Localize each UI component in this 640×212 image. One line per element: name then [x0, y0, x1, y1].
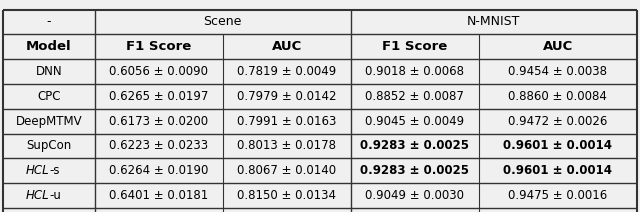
Text: AUC: AUC [271, 40, 302, 53]
Text: 0.9475 ± 0.0016: 0.9475 ± 0.0016 [508, 189, 607, 202]
Text: 0.8860 ± 0.0084: 0.8860 ± 0.0084 [508, 90, 607, 103]
Text: -s: -s [49, 164, 60, 177]
Text: 0.9283 ± 0.0025: 0.9283 ± 0.0025 [360, 164, 469, 177]
Text: -u: -u [49, 189, 61, 202]
Text: Scene: Scene [204, 15, 242, 28]
Text: 0.7979 ± 0.0142: 0.7979 ± 0.0142 [237, 90, 337, 103]
Text: 0.9283 ± 0.0025: 0.9283 ± 0.0025 [360, 139, 469, 152]
Text: N-MNIST: N-MNIST [467, 15, 520, 28]
Text: 0.8852 ± 0.0087: 0.8852 ± 0.0087 [365, 90, 464, 103]
Text: F1 Score: F1 Score [126, 40, 191, 53]
Text: 0.9049 ± 0.0030: 0.9049 ± 0.0030 [365, 189, 464, 202]
Text: 0.6401 ± 0.0181: 0.6401 ± 0.0181 [109, 189, 209, 202]
Text: CPC: CPC [37, 90, 61, 103]
Text: 0.9018 ± 0.0068: 0.9018 ± 0.0068 [365, 65, 464, 78]
Text: HCL: HCL [26, 164, 49, 177]
Text: DeepMTMV: DeepMTMV [15, 115, 83, 128]
Text: 0.6056 ± 0.0090: 0.6056 ± 0.0090 [109, 65, 208, 78]
Text: 0.9601 ± 0.0014: 0.9601 ± 0.0014 [503, 164, 612, 177]
Text: DNN: DNN [36, 65, 62, 78]
Text: 0.6265 ± 0.0197: 0.6265 ± 0.0197 [109, 90, 209, 103]
Text: Model: Model [26, 40, 72, 53]
Text: 0.8067 ± 0.0140: 0.8067 ± 0.0140 [237, 164, 336, 177]
Text: 0.9601 ± 0.0014: 0.9601 ± 0.0014 [503, 139, 612, 152]
Text: 0.6264 ± 0.0190: 0.6264 ± 0.0190 [109, 164, 209, 177]
Text: AUC: AUC [543, 40, 573, 53]
Text: 0.9472 ± 0.0026: 0.9472 ± 0.0026 [508, 115, 607, 128]
Text: -: - [47, 15, 51, 28]
Text: 0.9045 ± 0.0049: 0.9045 ± 0.0049 [365, 115, 464, 128]
Text: SupCon: SupCon [26, 139, 72, 152]
Text: 0.8013 ± 0.0178: 0.8013 ± 0.0178 [237, 139, 336, 152]
Text: 0.8150 ± 0.0134: 0.8150 ± 0.0134 [237, 189, 336, 202]
Text: F1 Score: F1 Score [382, 40, 447, 53]
Text: 0.7819 ± 0.0049: 0.7819 ± 0.0049 [237, 65, 337, 78]
Text: 0.6223 ± 0.0233: 0.6223 ± 0.0233 [109, 139, 208, 152]
Text: 0.7991 ± 0.0163: 0.7991 ± 0.0163 [237, 115, 337, 128]
Text: 0.6173 ± 0.0200: 0.6173 ± 0.0200 [109, 115, 208, 128]
Text: HCL: HCL [26, 189, 49, 202]
Text: 0.9454 ± 0.0038: 0.9454 ± 0.0038 [508, 65, 607, 78]
